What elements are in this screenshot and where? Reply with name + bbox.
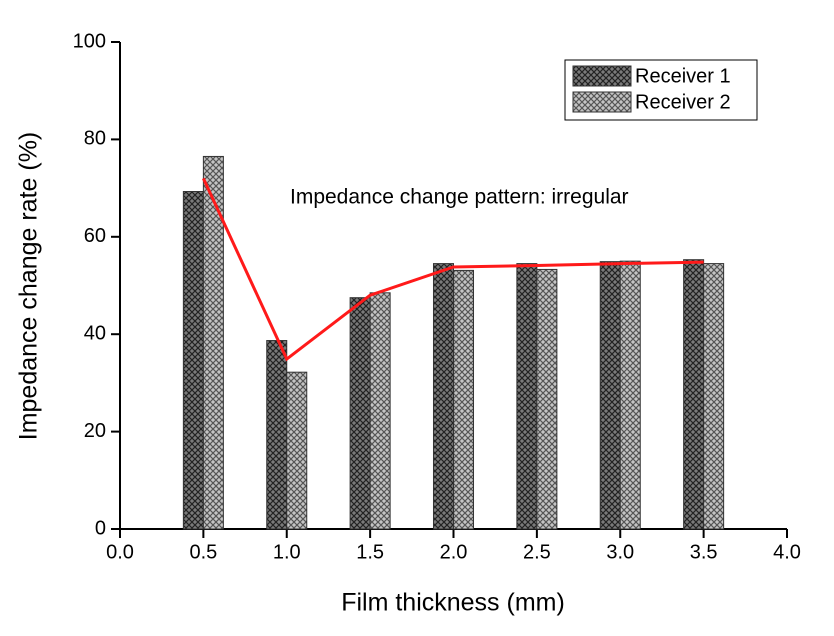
y-tick-label: 20 [84,420,106,442]
bar [516,263,538,530]
x-tick-label: 1.5 [356,541,384,563]
bar [266,340,288,530]
bar [349,297,371,530]
x-tick-label: 3.0 [606,541,634,563]
y-tick-label: 40 [84,322,106,344]
bar [703,263,725,530]
y-tick-label: 100 [73,30,106,52]
x-tick-label: 0.5 [189,541,217,563]
legend-label: Receiver 1 [635,65,731,87]
legend-swatch [572,91,632,113]
x-tick-label: 1.0 [273,541,301,563]
x-tick-label: 2.0 [440,541,468,563]
bar [683,259,705,530]
y-tick-label: 80 [84,128,106,150]
bar [286,371,308,530]
annotation: Impedance change pattern: irregular [290,186,629,209]
legend-swatch [572,65,632,87]
bar [182,191,204,530]
x-axis-title: Film thickness (mm) [341,589,565,617]
bar [453,269,475,530]
bar [432,263,454,530]
x-tick-label: 2.5 [523,541,551,563]
y-axis-title: Impedance change rate (%) [15,132,43,441]
bar [369,292,391,530]
legend-label: Receiver 2 [635,91,731,113]
x-tick-label: 4.0 [773,541,801,563]
trend-line [202,177,704,362]
x-tick-label: 3.5 [690,541,718,563]
bar [599,261,621,530]
bar [536,268,558,530]
bar [619,260,641,530]
bar [202,155,224,530]
y-tick-label: 60 [84,225,106,247]
y-tick-label: 0 [95,517,106,539]
x-tick-label: 0.0 [106,541,134,563]
